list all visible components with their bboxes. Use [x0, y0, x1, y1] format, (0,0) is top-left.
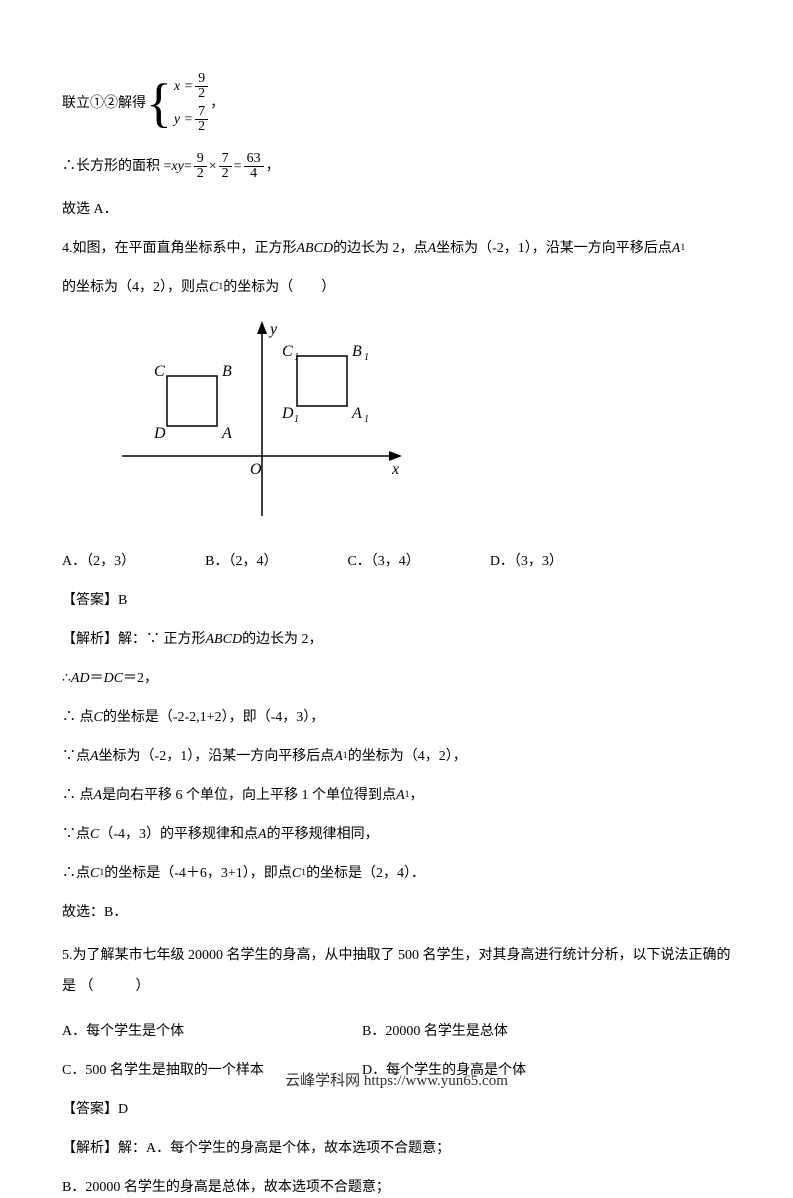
solution-system-line: 联立①②解得 { x = 9 2 y = 7 2 ， [62, 72, 731, 134]
option-d: D．（3，3） [490, 551, 563, 572]
q4-sol-l1: 【解析】解：∵ 正方形 ABCD 的边长为 2， [62, 629, 731, 650]
page-footer: 云峰学科网 https://www.yun65.com [0, 1070, 793, 1093]
svg-text:C: C [282, 343, 293, 360]
q5-text: 5.为了解某市七年级 20000 名学生的身高，从中抽取了 500 名学生，对其… [62, 941, 731, 1003]
q4-sol-l2: ∴AD＝DC＝2， [62, 668, 731, 689]
svg-text:B: B [222, 363, 232, 380]
q5-sol-l2: B．20000 名学生的身高是总体，故本选项不合题意； [62, 1177, 731, 1198]
option-a: A．每个学生是个体 [62, 1021, 362, 1042]
option-b: B．20000 名学生是总体 [362, 1021, 662, 1042]
svg-text:1: 1 [364, 414, 369, 425]
svg-text:D: D [281, 405, 294, 422]
svg-text:A: A [351, 405, 362, 422]
area-line: ∴长方形的面积 = xy = 92 × 72 = 634 ， [62, 152, 731, 181]
conclusion-line: 故选 A． [62, 199, 731, 220]
q4-sol-l3: ∴ 点 C 的坐标是（-2-2,1+2），即（-4，3）， [62, 707, 731, 728]
q4-line2: 的坐标为（4，2），则点 C1 的坐标为（ ） [62, 277, 731, 298]
q4-sol-l7: ∴点 C1 的坐标是（-4＋6，3+1），即点 C1 的坐标是（2，4）． [62, 863, 731, 884]
y-axis-label: y [268, 321, 278, 338]
fraction: 9 2 [195, 72, 208, 101]
q4-sol-l4: ∵点 A 坐标为（-2，1），沿某一方向平移后点 A1 的坐标为（4，2）， [62, 746, 731, 767]
q5-answer: 【答案】D [62, 1099, 731, 1120]
q4-options: A．（2，3） B．（2，4） C．（3，4） D．（3，3） [62, 551, 731, 572]
q4-sol-l8: 故选：B． [62, 902, 731, 923]
option-c: C．（3，4） [347, 551, 419, 572]
q4-line1: 4.如图，在平面直角坐标系中，正方形 ABCD 的边长为 2，点 A 坐标为（-… [62, 238, 731, 259]
svg-text:D: D [153, 425, 166, 442]
svg-text:1: 1 [364, 352, 369, 363]
option-a: A．（2，3） [62, 551, 135, 572]
svg-text:C: C [154, 363, 165, 380]
q5-sol-l1: 【解析】解：A．每个学生的身高是个体，故本选项不合题意； [62, 1138, 731, 1159]
svg-text:B: B [352, 343, 362, 360]
left-brace: { [146, 76, 172, 130]
svg-text:1: 1 [294, 352, 299, 363]
text: ， [210, 93, 224, 114]
q4-answer: 【答案】B [62, 590, 731, 611]
origin-label: O [250, 461, 262, 478]
fraction: 7 2 [195, 105, 208, 134]
diagram-svg: y x O C B D A C1 B1 D1 A1 [102, 316, 402, 526]
q5-options-row1: A．每个学生是个体 B．20000 名学生是总体 [62, 1021, 731, 1042]
svg-text:A: A [221, 425, 232, 442]
q4-sol-l5: ∴ 点 A 是向右平移 6 个单位，向上平移 1 个单位得到点 A1， [62, 785, 731, 806]
brace-content: x = 9 2 y = 7 2 [174, 72, 210, 134]
svg-text:1: 1 [294, 414, 299, 425]
x-axis-label: x [391, 461, 399, 478]
coordinate-diagram: y x O C B D A C1 B1 D1 A1 [102, 316, 731, 533]
q4-sol-l6: ∵点 C（-4，3）的平移规律和点 A 的平移规律相同， [62, 824, 731, 845]
brace-block: { x = 9 2 y = 7 2 [146, 72, 210, 134]
text: 联立①②解得 [62, 93, 146, 114]
option-b: B．（2，4） [205, 551, 277, 572]
